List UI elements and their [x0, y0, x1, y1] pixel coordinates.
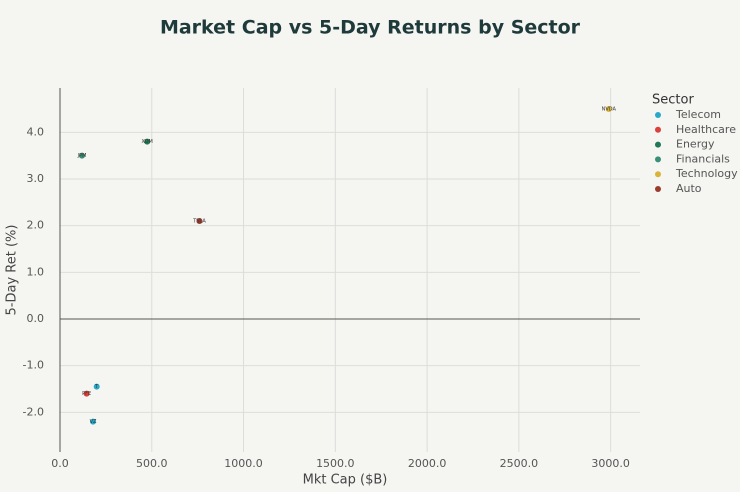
- legend-label: Auto: [676, 182, 702, 195]
- x-tick-label: 0.0: [51, 457, 69, 470]
- point-label: VZ: [90, 419, 97, 425]
- legend-marker: [655, 156, 661, 163]
- point: [90, 418, 97, 425]
- y-axis-label: 5-Day Ret (%): [5, 225, 20, 316]
- x-axis-label: Mkt Cap ($B): [303, 473, 388, 488]
- legend-marker: [655, 141, 661, 148]
- point: [605, 106, 612, 112]
- point-label: PFE: [82, 391, 91, 397]
- y-tick-label: -1.0: [23, 359, 44, 372]
- point-label: NVDA: [602, 107, 617, 113]
- y-tick-label: -2.0: [23, 405, 44, 418]
- point-label: XOM: [142, 139, 153, 145]
- legend-label: Healthcare: [676, 123, 736, 136]
- y-tick-label: 2.0: [27, 219, 45, 232]
- point: [83, 390, 90, 397]
- x-tick-label: 3000.0: [591, 457, 630, 470]
- x-tick-label: 1000.0: [224, 457, 263, 470]
- x-tick-label: 2000.0: [408, 457, 447, 470]
- x-tick-label: 1500.0: [316, 457, 355, 470]
- point-label: T: [94, 384, 99, 390]
- point-label: JPM: [77, 153, 87, 159]
- legend-marker: [655, 112, 661, 118]
- point: [93, 383, 100, 390]
- y-tick-label: 0.0: [27, 312, 45, 325]
- y-tick-label: 3.0: [27, 172, 45, 185]
- x-tick-label: 2500.0: [500, 457, 539, 470]
- legend-label: Telecom: [675, 108, 721, 121]
- point: [144, 138, 151, 145]
- legend-label: Technology: [675, 167, 738, 180]
- point: [79, 152, 86, 159]
- point-label: TSLA: [192, 219, 206, 225]
- legend-label: Energy: [676, 138, 715, 151]
- x-tick-label: 500.0: [136, 457, 168, 470]
- y-tick-label: 1.0: [27, 265, 45, 278]
- point: [196, 218, 203, 224]
- legend-label: Financials: [676, 152, 730, 165]
- legend-marker: [655, 171, 661, 178]
- y-tick-label: 4.0: [27, 125, 45, 138]
- legend-marker: [655, 186, 661, 192]
- chart-title: Market Cap vs 5-Day Returns by Sector: [160, 17, 581, 39]
- legend-marker: [655, 126, 661, 133]
- legend-title: Sector: [652, 93, 694, 108]
